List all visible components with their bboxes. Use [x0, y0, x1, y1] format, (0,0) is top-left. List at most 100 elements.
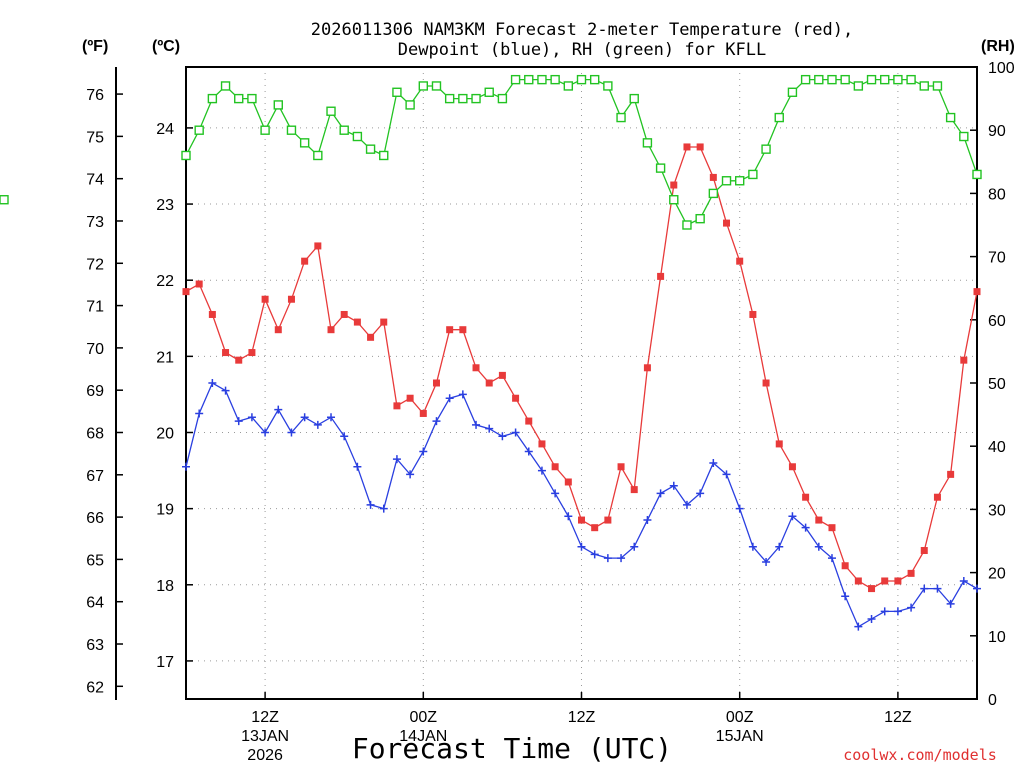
- credit-link[interactable]: coolwx.com/models: [843, 746, 997, 764]
- chart-title: 2026011306 NAM3KM Forecast 2-meter Tempe…: [311, 20, 853, 40]
- rh-point: [220, 81, 231, 91]
- fahrenheit-tick-label: 71: [86, 299, 104, 316]
- temperature-point: [736, 257, 744, 265]
- rh-point: [365, 144, 376, 154]
- rh-point: [919, 81, 929, 91]
- temperature-point: [709, 173, 717, 181]
- dewpoint-point: [630, 542, 639, 551]
- temperature-point: [340, 310, 348, 318]
- dewpoint-point: [313, 420, 322, 429]
- rh-point: [392, 87, 402, 97]
- dewpoint-point: [537, 466, 546, 475]
- dewpoint-point: [643, 516, 652, 525]
- temperature-point: [432, 379, 440, 387]
- rh-point: [444, 93, 455, 104]
- rh-point: [827, 74, 837, 85]
- dewpoint-point: [973, 584, 981, 593]
- fahrenheit-tick-label: 64: [86, 595, 104, 612]
- dewpoint-point: [841, 592, 850, 601]
- dewpoint-point: [880, 607, 889, 616]
- dewpoint-point: [195, 409, 204, 418]
- dewpoint-point: [867, 615, 876, 624]
- rh-point: [774, 112, 784, 123]
- x-tick-label: 12Z: [884, 709, 912, 726]
- rh-point: [234, 93, 244, 104]
- temperature-point: [512, 394, 520, 402]
- dewpoint-point: [247, 413, 256, 422]
- dewpoint-point: [458, 390, 467, 399]
- rh-point: [721, 176, 732, 186]
- temperature-point: [815, 516, 823, 524]
- rh-point: [853, 81, 864, 91]
- fahrenheit-tick-label: 66: [86, 510, 104, 527]
- fahrenheit-tick-label: 72: [86, 256, 104, 273]
- rh-point: [247, 93, 257, 104]
- dewpoint-point: [854, 622, 863, 631]
- x-tick-label: 12Z: [251, 709, 279, 726]
- temperature-point: [393, 402, 401, 410]
- dewpoint-point: [432, 417, 441, 426]
- rh-point: [431, 81, 442, 91]
- dewpoint-point: [920, 584, 929, 593]
- rh-point: [893, 74, 903, 85]
- celsius-axis-label: (ºC): [152, 38, 180, 55]
- rh-point: [484, 87, 494, 97]
- dewpoint-point: [682, 500, 691, 509]
- dewpoint-point: [300, 413, 309, 422]
- rh-point: [313, 150, 323, 161]
- dewpoint-point: [182, 462, 190, 471]
- celsius-tick-label: 22: [156, 273, 174, 290]
- rh-point: [286, 125, 297, 135]
- temperature-point: [235, 356, 243, 364]
- temperature-point: [749, 310, 757, 318]
- rh-tick-label: 20: [988, 566, 1006, 583]
- temperature-point: [472, 364, 480, 372]
- dewpoint-point: [590, 550, 599, 559]
- rh-point: [352, 131, 363, 142]
- rh-point: [800, 74, 811, 85]
- temperature-point: [208, 310, 216, 318]
- rh-point: [866, 74, 877, 85]
- celsius-tick-label: 19: [156, 502, 174, 519]
- rh-point: [972, 169, 982, 180]
- rh-axis-label: (RH): [981, 38, 1015, 55]
- dewpoint-point: [722, 470, 731, 479]
- rh-tick-label: 0: [988, 692, 997, 709]
- dewpoint-point: [366, 500, 375, 509]
- dewpoint-point: [827, 554, 836, 563]
- temperature-point: [301, 257, 309, 265]
- dewpoint-point: [419, 447, 428, 456]
- dewpoint-point: [511, 428, 520, 437]
- dewpoint-point: [669, 481, 678, 490]
- rh-point: [840, 74, 850, 85]
- temperature-point: [802, 493, 810, 501]
- rh-point: [589, 74, 600, 85]
- rh-point: [326, 106, 336, 116]
- dewpoint-point: [485, 424, 494, 433]
- rh-point: [471, 93, 481, 104]
- temperature-point: [314, 242, 322, 250]
- rh-tick-label: 50: [988, 376, 1006, 393]
- rh-tick-label: 30: [988, 502, 1006, 519]
- rh-point: [642, 138, 653, 148]
- dewpoint-point: [340, 432, 349, 441]
- dewpoint-point: [696, 489, 705, 498]
- rh-point: [0, 195, 9, 205]
- rh-point: [207, 93, 218, 104]
- rh-tick-label: 80: [988, 186, 1006, 203]
- temperature-point: [762, 379, 770, 387]
- rh-point: [682, 220, 692, 230]
- dewpoint-point: [709, 458, 718, 467]
- temperature-series: [182, 143, 981, 593]
- temperature-point: [525, 417, 533, 425]
- grid-lines: [186, 67, 977, 699]
- rh-point: [563, 81, 574, 91]
- celsius-tick-label: 18: [156, 578, 174, 595]
- dewpoint-point: [907, 603, 916, 612]
- temperature-point: [551, 463, 559, 471]
- temperature-point: [367, 333, 375, 341]
- fahrenheit-tick-label: 75: [86, 129, 104, 146]
- rh-point: [695, 213, 705, 224]
- x-tick-label: 00Z: [726, 709, 754, 726]
- dewpoint-point: [788, 512, 797, 521]
